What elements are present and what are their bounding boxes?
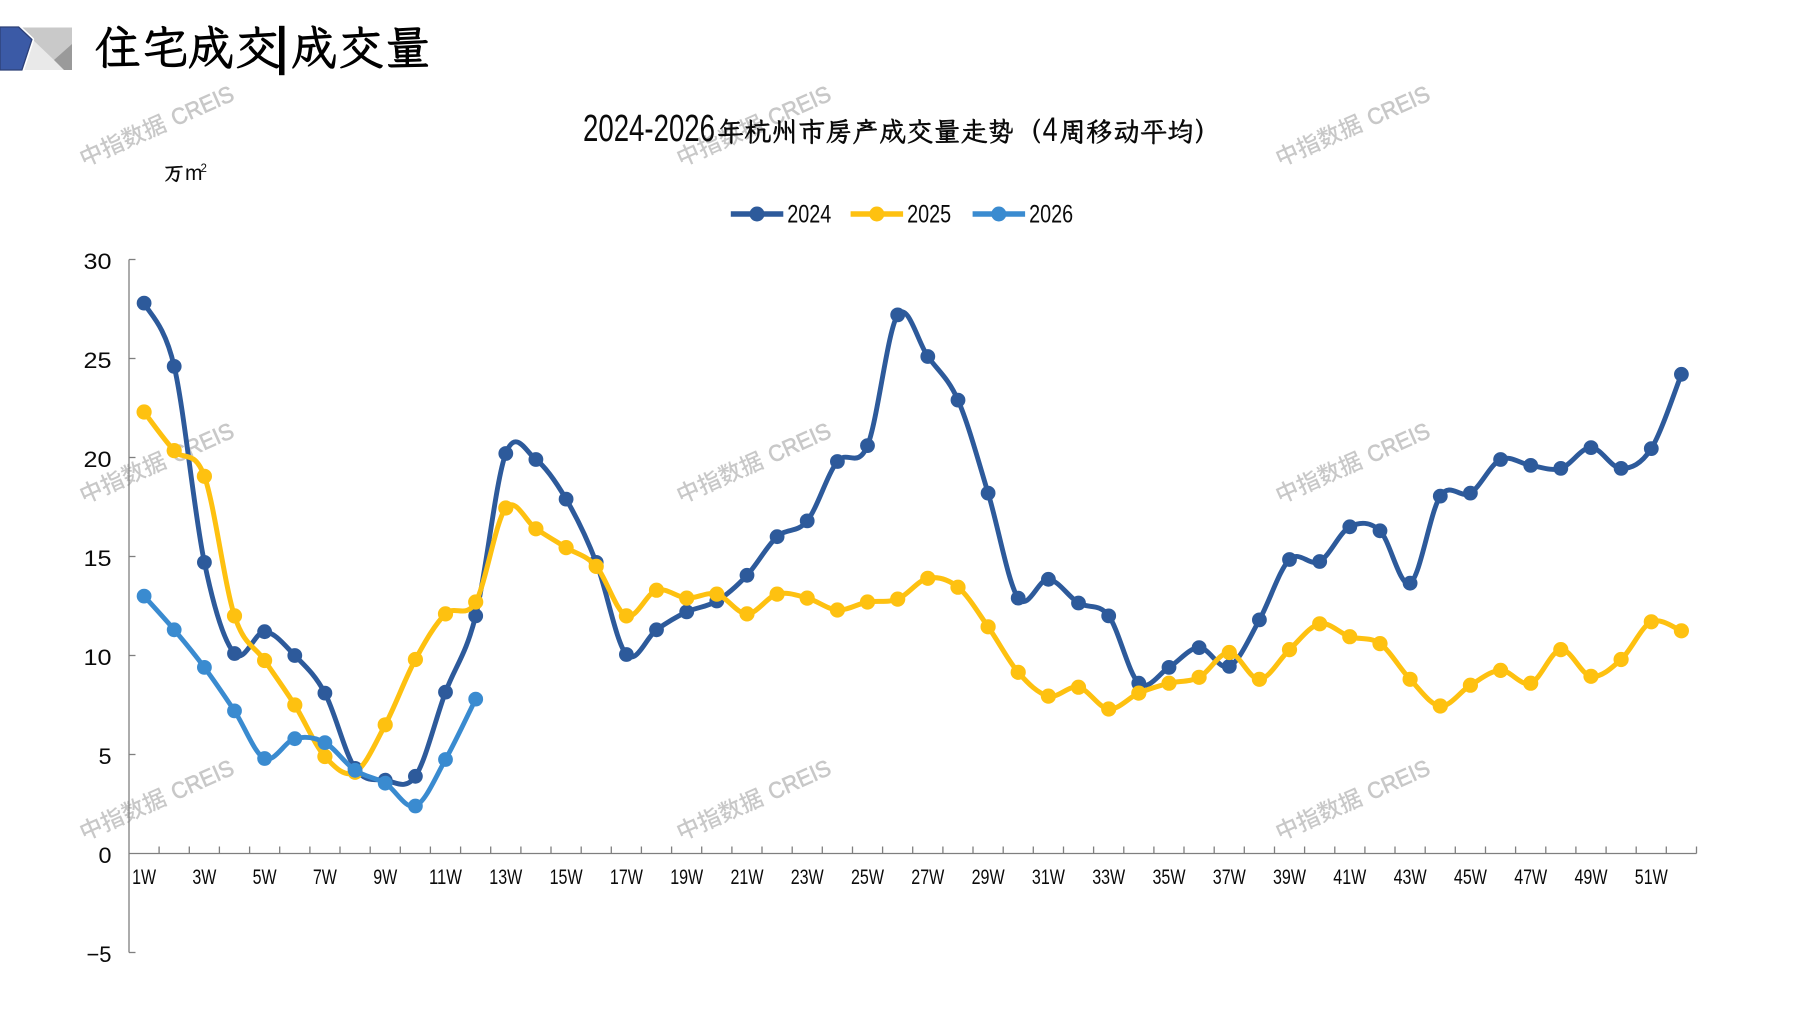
svg-text:7W: 7W <box>313 866 337 889</box>
svg-text:2024-2026: 2024-2026 <box>583 108 715 150</box>
svg-text:4: 4 <box>1043 111 1058 149</box>
svg-text:17W: 17W <box>610 866 643 889</box>
svg-text:23W: 23W <box>791 866 824 889</box>
svg-text:39W: 39W <box>1273 866 1306 889</box>
svg-text:49W: 49W <box>1575 866 1608 889</box>
svg-text:11W: 11W <box>429 866 462 889</box>
svg-text:2: 2 <box>201 163 207 175</box>
svg-text:33W: 33W <box>1092 866 1125 889</box>
svg-text:47W: 47W <box>1514 866 1547 889</box>
svg-text:15W: 15W <box>550 866 583 889</box>
svg-text:30: 30 <box>84 249 112 274</box>
svg-text:13W: 13W <box>489 866 522 889</box>
svg-text:9W: 9W <box>373 866 397 889</box>
svg-text:3W: 3W <box>192 866 216 889</box>
svg-text:−5: −5 <box>87 942 112 967</box>
svg-text:37W: 37W <box>1213 866 1246 889</box>
svg-text:27W: 27W <box>911 866 944 889</box>
svg-text:51W: 51W <box>1635 866 1668 889</box>
svg-text:15: 15 <box>84 546 112 571</box>
svg-text:25W: 25W <box>851 866 884 889</box>
svg-text:21W: 21W <box>731 866 764 889</box>
svg-text:2024: 2024 <box>787 201 831 229</box>
svg-text:2025: 2025 <box>907 201 951 229</box>
svg-text:5: 5 <box>99 744 112 769</box>
svg-text:2026: 2026 <box>1029 201 1073 229</box>
svg-text:35W: 35W <box>1153 866 1186 889</box>
svg-text:5W: 5W <box>253 866 277 889</box>
svg-text:1W: 1W <box>132 866 156 889</box>
svg-text:0: 0 <box>99 843 112 868</box>
svg-text:29W: 29W <box>972 866 1005 889</box>
svg-text:19W: 19W <box>670 866 703 889</box>
svg-text:43W: 43W <box>1394 866 1427 889</box>
svg-text:41W: 41W <box>1333 866 1366 889</box>
svg-text:45W: 45W <box>1454 866 1487 889</box>
svg-text:10: 10 <box>84 645 112 670</box>
svg-text:31W: 31W <box>1032 866 1065 889</box>
svg-text:20: 20 <box>84 447 112 472</box>
svg-text:25: 25 <box>84 348 112 373</box>
svg-text:m: m <box>185 162 203 185</box>
